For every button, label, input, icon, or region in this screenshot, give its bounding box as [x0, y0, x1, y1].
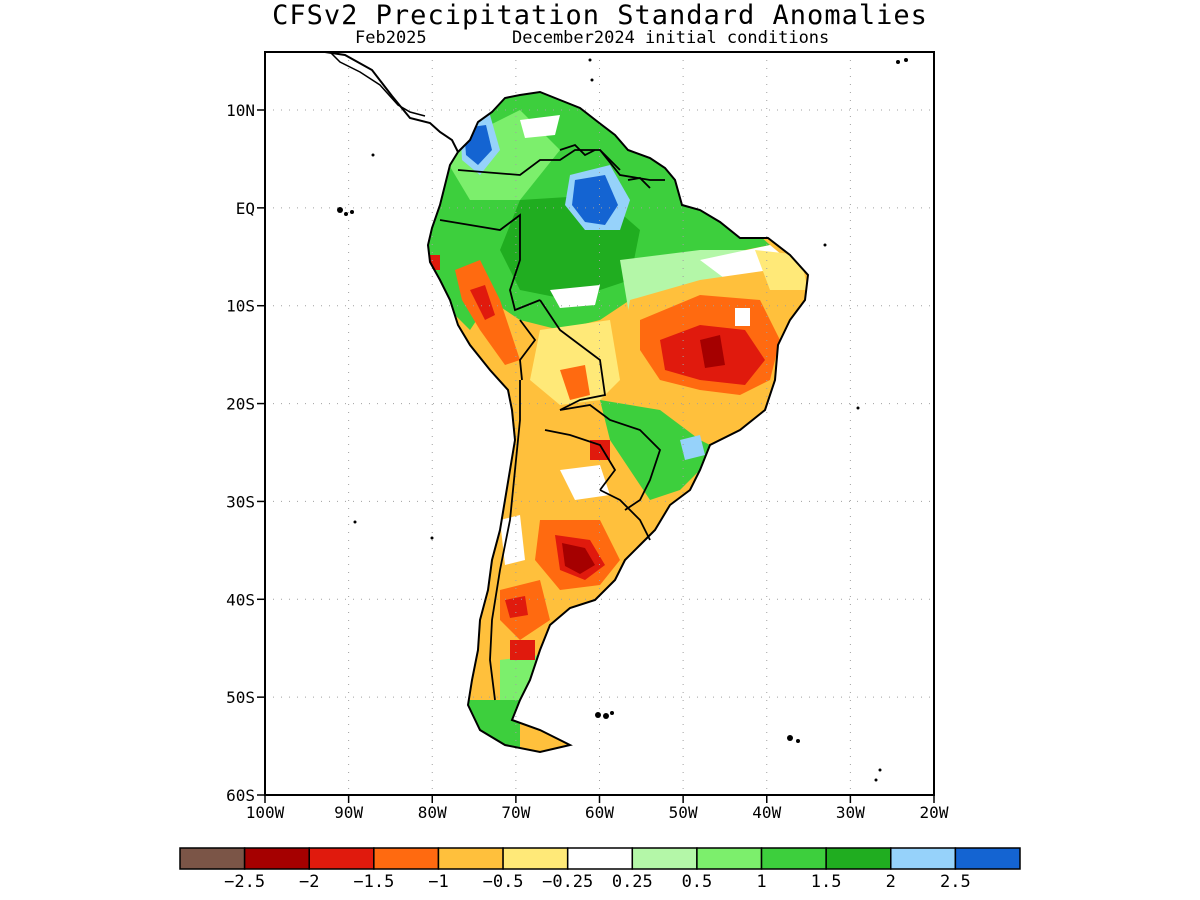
colorbar-label: 0.25	[612, 872, 653, 892]
colorbar-label: 1	[756, 872, 766, 892]
lon-tick-label: 20W	[920, 803, 949, 822]
colorbar-label: 2	[886, 872, 896, 892]
central-america-coastline	[324, 52, 459, 153]
lat-tick-label: 20S	[226, 395, 255, 414]
colorbar-swatch	[502, 847, 569, 870]
lon-tick-label: 70W	[501, 803, 530, 822]
colorbar-label: 0.5	[682, 872, 713, 892]
map-title: CFSv2 Precipitation Standard Anomalies	[272, 0, 928, 31]
map-area	[265, 52, 934, 795]
colorbar-label: −1	[428, 872, 448, 892]
islands	[337, 58, 908, 782]
colorbar-swatch	[243, 847, 310, 870]
lon-tick-label: 30W	[836, 803, 865, 822]
colorbar-swatch	[437, 847, 504, 870]
colorbar-swatch	[825, 847, 892, 870]
colorbar-label: 2.5	[940, 872, 971, 892]
lon-tick-label: 90W	[334, 803, 363, 822]
latitude-axis: 10N EQ 10S 20S 30S 40S 50S 60S	[226, 101, 265, 805]
valid-month-label: Feb2025	[355, 28, 427, 48]
init-conditions-label: December2024 initial conditions	[512, 28, 830, 48]
colorbar-swatch	[890, 847, 957, 870]
lat-tick-label: 50S	[226, 688, 255, 707]
lat-tick-label: 60S	[226, 786, 255, 805]
colorbar-swatch	[308, 847, 375, 870]
colorbar-label: −2.5	[224, 872, 265, 892]
lon-tick-label: 60W	[585, 803, 614, 822]
south-america-coastline	[426, 90, 810, 754]
longitude-axis: 100W 90W 80W 70W 60W 50W 40W 30W 20W	[246, 795, 949, 822]
lon-tick-label: 40W	[752, 803, 781, 822]
colorbar-label: −0.25	[542, 872, 593, 892]
colorbar-swatch	[696, 847, 763, 870]
colorbar-swatch	[373, 847, 440, 870]
lon-tick-label: 50W	[669, 803, 698, 822]
colorbar-label: 1.5	[811, 872, 842, 892]
lon-tick-label: 100W	[246, 803, 285, 822]
country-borders	[439, 143, 665, 701]
lat-tick-label: 40S	[226, 590, 255, 609]
colorbar-label: −0.5	[483, 872, 524, 892]
colorbar: −2.5 −2 −1.5 −1 −0.5 −0.25 0.25 0.5 1 1.5 2 2.5	[179, 847, 1021, 892]
lat-tick-label: 10S	[226, 297, 255, 316]
lat-tick-label: 30S	[226, 492, 255, 511]
colorbar-label: −2	[299, 872, 319, 892]
colorbar-label: −1.5	[353, 872, 394, 892]
colorbar-swatch	[760, 847, 827, 870]
lon-tick-label: 80W	[418, 803, 447, 822]
colorbar-swatch	[631, 847, 698, 870]
colorbar-swatch	[954, 847, 1021, 870]
colorbar-swatch	[566, 847, 634, 870]
colorbar-swatch	[179, 847, 246, 870]
lat-tick-label: EQ	[236, 199, 255, 218]
lat-tick-label: 10N	[226, 101, 255, 120]
